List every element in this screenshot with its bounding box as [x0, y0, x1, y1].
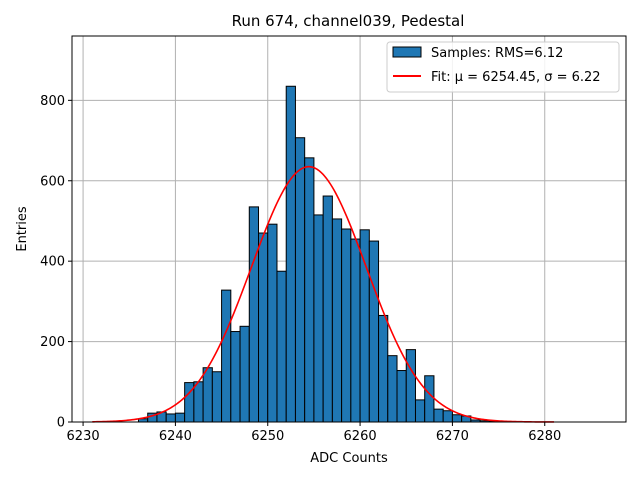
x-axis-label: ADC Counts	[310, 451, 388, 466]
chart-title: Run 674, channel039, Pedestal	[232, 12, 465, 30]
histogram-bar	[350, 238, 361, 423]
legend-box	[386, 41, 620, 93]
histogram-bar	[221, 289, 232, 423]
x-tick-label: 6230	[67, 429, 100, 444]
y-axis-ticks: 0 200 400 600 800	[40, 94, 72, 431]
y-tick-label: 600	[40, 174, 65, 189]
histogram-bar	[304, 157, 315, 423]
histogram-bar	[387, 355, 398, 423]
histogram-bar	[239, 325, 250, 423]
histogram-bar	[405, 349, 416, 423]
histogram-bar	[414, 399, 426, 423]
histogram-bar	[396, 370, 407, 423]
x-tick-label: 6250	[251, 429, 284, 444]
y-tick-label: 200	[40, 335, 65, 350]
histogram-bar	[267, 223, 278, 423]
x-tick-label: 6270	[436, 429, 469, 444]
x-tick-label: 6240	[159, 429, 192, 444]
y-axis-label: Entries	[15, 206, 30, 252]
histogram-bar	[451, 414, 463, 423]
histogram-bar	[276, 270, 287, 423]
y-tick-label: 800	[40, 94, 65, 109]
histogram-bar	[378, 314, 389, 423]
y-tick-label: 400	[40, 255, 65, 270]
histogram-bar	[359, 229, 370, 423]
y-tick-label: 0	[57, 416, 65, 431]
x-axis-ticks: 6230 6240 6250 6260 6270 6280	[67, 422, 561, 444]
histogram-bar	[331, 218, 343, 423]
legend-label-samples: Samples: RMS=6.12	[431, 46, 563, 61]
legend-label-fit: Fit: μ = 6254.45, σ = 6.22	[431, 70, 601, 85]
histogram-bar	[202, 367, 213, 423]
x-tick-label: 6260	[344, 429, 377, 444]
histogram-bar	[165, 413, 176, 423]
histogram-bar	[424, 375, 435, 423]
histogram-bar	[313, 214, 324, 423]
histogram-bar	[294, 137, 306, 423]
histogram-bar	[174, 412, 186, 423]
histogram-bar	[368, 240, 380, 423]
plot-frame	[71, 35, 627, 423]
histogram-bar	[442, 410, 453, 423]
fit-curve	[92, 165, 554, 423]
histogram-bar	[193, 381, 204, 423]
histogram-bar	[322, 195, 333, 423]
fit-curve-group	[92, 165, 554, 423]
histogram-bar	[433, 408, 444, 423]
legend: Samples: RMS=6.12 Fit: μ = 6254.45, σ = …	[386, 41, 620, 93]
histogram-bar	[248, 206, 260, 423]
histogram-bar	[341, 228, 352, 423]
histogram-bar	[258, 232, 269, 423]
histogram-bar	[230, 331, 241, 423]
legend-swatch-samples	[392, 46, 422, 58]
histogram-bar	[211, 371, 223, 423]
histogram-bar	[285, 85, 296, 423]
x-tick-label: 6280	[528, 429, 561, 444]
